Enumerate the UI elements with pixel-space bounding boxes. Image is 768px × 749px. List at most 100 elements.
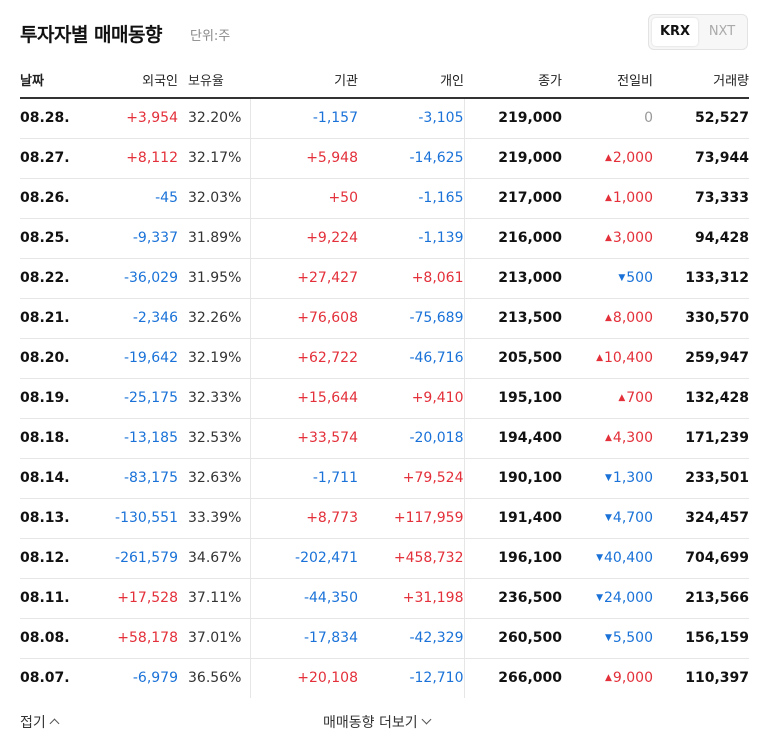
up-triangle-icon: ▲ xyxy=(618,393,626,403)
change-cell: ▲8,000 xyxy=(562,298,653,339)
foreign-cell: -25,175 xyxy=(82,378,178,419)
institution-cell: +50 xyxy=(250,178,358,219)
volume-cell: 171,239 xyxy=(653,418,749,459)
ownership-cell: 36.56% xyxy=(178,658,251,698)
table-row: 08.13. -130,551 33.39% +8,773 +117,959 191,40… xyxy=(20,498,749,539)
ownership-cell: 31.89% xyxy=(178,218,251,259)
change-cell: ▼4,700 xyxy=(562,498,653,539)
ownership-cell: 32.19% xyxy=(178,338,251,379)
ownership-cell: 31.95% xyxy=(178,258,251,299)
col-date: 날짜 xyxy=(20,62,82,99)
foreign-cell: -13,185 xyxy=(82,418,178,459)
date-cell: 08.18. xyxy=(20,418,82,459)
down-triangle-icon: ▼ xyxy=(604,473,612,483)
ownership-cell: 33.39% xyxy=(178,498,251,539)
down-triangle-icon: ▼ xyxy=(596,593,603,603)
ownership-cell: 34.67% xyxy=(178,538,251,579)
table-row: 08.28. +3,954 32.20% -1,157 -3,105 219,000 0 52… xyxy=(20,98,749,139)
more-trading-button[interactable]: 매매동향 더보기 xyxy=(323,712,432,732)
table-row: 08.21. -2,346 32.26% +76,608 -75,689 213,500 ▲… xyxy=(20,298,749,339)
close-cell: 205,500 xyxy=(464,338,562,379)
institution-cell: -17,834 xyxy=(250,618,358,659)
individual-cell: -42,329 xyxy=(358,618,465,659)
date-cell: 08.21. xyxy=(20,298,82,339)
investor-trading-table: 날짜 외국인 보유율 기관 개인 종가 전일비 거래량 08.28. +3,954… xyxy=(20,62,749,698)
individual-cell: +9,410 xyxy=(358,378,465,419)
date-cell: 08.22. xyxy=(20,258,82,299)
institution-cell: +33,574 xyxy=(250,418,358,459)
change-cell: ▼500 xyxy=(562,258,653,299)
table-header-row: 날짜 외국인 보유율 기관 개인 종가 전일비 거래량 xyxy=(20,62,749,99)
up-triangle-icon: ▲ xyxy=(596,353,603,363)
change-value: 500 xyxy=(626,270,653,286)
close-cell: 190,100 xyxy=(464,458,562,499)
table-row: 08.11. +17,528 37.11% -44,350 +31,198 236,500… xyxy=(20,578,749,619)
date-cell: 08.13. xyxy=(20,498,82,539)
foreign-cell: -36,029 xyxy=(82,258,178,299)
ownership-cell: 37.11% xyxy=(178,578,251,619)
institution-cell: -1,711 xyxy=(250,458,358,499)
table-row: 08.26. -45 32.03% +50 -1,165 217,000 ▲1,000 73,… xyxy=(20,178,749,219)
individual-cell: -3,105 xyxy=(358,98,465,139)
close-cell: 195,100 xyxy=(464,378,562,419)
ownership-cell: 32.33% xyxy=(178,378,251,419)
foreign-cell: -130,551 xyxy=(82,498,178,539)
header: 투자자별 매매동향 단위:주 KRX NXT xyxy=(20,14,750,50)
close-cell: 216,000 xyxy=(464,218,562,259)
ownership-cell: 37.01% xyxy=(178,618,251,659)
table-row: 08.20. -19,642 32.19% +62,722 -46,716 205,500… xyxy=(20,338,749,379)
change-cell: ▼24,000 xyxy=(562,578,653,619)
fold-button[interactable]: 접기 xyxy=(20,712,60,732)
col-individual: 개인 xyxy=(358,62,464,99)
col-foreign: 외국인 xyxy=(82,62,178,99)
change-value: 40,400 xyxy=(604,550,653,566)
foreign-cell: -19,642 xyxy=(82,338,178,379)
col-change: 전일비 xyxy=(562,62,653,99)
close-cell: 196,100 xyxy=(464,538,562,579)
foreign-cell: +8,112 xyxy=(82,138,178,179)
down-triangle-icon: ▼ xyxy=(618,273,626,283)
institution-cell: +8,773 xyxy=(250,498,358,539)
chevron-down-icon xyxy=(421,714,432,725)
foreign-cell: -9,337 xyxy=(82,218,178,259)
volume-cell: 73,944 xyxy=(653,138,749,179)
change-cell: ▲3,000 xyxy=(562,218,653,259)
footer: 접기 매매동향 더보기 xyxy=(20,710,749,734)
individual-cell: +117,959 xyxy=(358,498,465,539)
up-triangle-icon: ▲ xyxy=(604,193,612,203)
table-body: 08.28. +3,954 32.20% -1,157 -3,105 219,000 0 52… xyxy=(20,98,749,698)
institution-cell: +27,427 xyxy=(250,258,358,299)
volume-cell: 52,527 xyxy=(653,98,749,139)
col-ownership: 보유율 xyxy=(178,62,250,99)
change-value: 700 xyxy=(626,390,653,406)
table-row: 08.25. -9,337 31.89% +9,224 -1,139 216,000 ▲3,… xyxy=(20,218,749,259)
down-triangle-icon: ▼ xyxy=(604,513,612,523)
individual-cell: -75,689 xyxy=(358,298,465,339)
tab-krx[interactable]: KRX xyxy=(652,18,698,46)
close-cell: 217,000 xyxy=(464,178,562,219)
individual-cell: -14,625 xyxy=(358,138,465,179)
tab-nxt[interactable]: NXT xyxy=(708,24,736,39)
ownership-cell: 32.53% xyxy=(178,418,251,459)
volume-cell: 132,428 xyxy=(653,378,749,419)
date-cell: 08.12. xyxy=(20,538,82,579)
change-value: 10,400 xyxy=(604,350,653,366)
volume-cell: 324,457 xyxy=(653,498,749,539)
change-value: 3,000 xyxy=(612,230,653,246)
change-cell: ▲1,000 xyxy=(562,178,653,219)
up-triangle-icon: ▲ xyxy=(604,673,612,684)
date-cell: 08.26. xyxy=(20,178,82,219)
close-cell: 213,500 xyxy=(464,298,562,339)
institution-cell: +62,722 xyxy=(250,338,358,379)
change-cell: ▼1,300 xyxy=(562,458,653,499)
individual-cell: -20,018 xyxy=(358,418,465,459)
foreign-cell: +3,954 xyxy=(82,98,178,139)
foreign-cell: -261,579 xyxy=(82,538,178,579)
volume-cell: 110,397 xyxy=(685,670,749,687)
change-cell: ▼5,500 xyxy=(562,618,653,659)
close-cell: 219,000 xyxy=(464,138,562,179)
date-cell: 08.14. xyxy=(20,458,82,499)
volume-cell: 133,312 xyxy=(653,258,749,299)
institution-cell: -44,350 xyxy=(250,578,358,619)
institution-cell: -202,471 xyxy=(250,538,358,579)
